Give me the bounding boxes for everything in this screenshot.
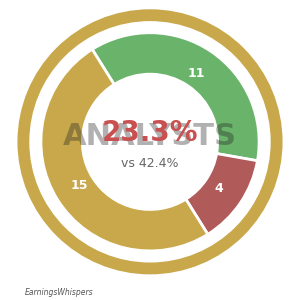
Text: 4: 4: [214, 182, 223, 195]
Circle shape: [30, 22, 270, 262]
Text: 23.3%: 23.3%: [102, 119, 198, 147]
Text: 11: 11: [188, 67, 205, 80]
Wedge shape: [41, 49, 208, 251]
Wedge shape: [92, 33, 259, 161]
Text: 15: 15: [71, 179, 88, 192]
Text: EarningsWhispers: EarningsWhispers: [25, 288, 93, 297]
Text: vs 42.4%: vs 42.4%: [121, 157, 179, 170]
Text: ANALYSTS: ANALYSTS: [63, 122, 237, 151]
Circle shape: [21, 13, 279, 271]
Wedge shape: [186, 154, 257, 234]
